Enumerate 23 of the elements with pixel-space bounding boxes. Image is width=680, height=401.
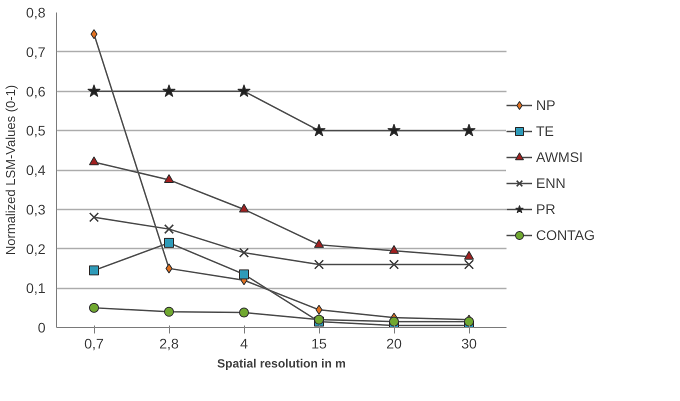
x-tick-label: 0,7 xyxy=(84,336,104,352)
y-tick-label: 0,7 xyxy=(26,44,46,60)
legend-label: PR xyxy=(536,200,556,216)
y-tick-label: 0,6 xyxy=(26,83,46,100)
x-tick-label: 30 xyxy=(461,336,477,352)
y-tick-label: 0,5 xyxy=(26,122,46,139)
x-tick-label: 4 xyxy=(240,336,248,352)
legend-label: TE xyxy=(536,122,555,138)
y-tick-label: 0,4 xyxy=(26,162,46,178)
x-tick-label: 20 xyxy=(386,336,402,352)
legend-label: AWMSI xyxy=(536,148,583,164)
y-tick-label: 0,3 xyxy=(26,201,46,218)
x-tick-label: 15 xyxy=(311,336,327,352)
y-tick-label: 0,8 xyxy=(26,4,46,20)
x-tick-label: 2,8 xyxy=(159,336,179,352)
y-tick-label: 0,2 xyxy=(26,240,46,257)
legend-label: NP xyxy=(536,96,556,112)
legend-label: ENN xyxy=(536,174,566,190)
y-tick-label: 0,1 xyxy=(26,280,46,296)
y-tick-label: 0 xyxy=(38,320,46,336)
legend-label: CONTAG xyxy=(536,226,595,242)
y-axis-title: Normalized LSM-Values (0-1) xyxy=(3,84,18,256)
x-axis-title: Spatial resolution in m xyxy=(217,356,346,370)
